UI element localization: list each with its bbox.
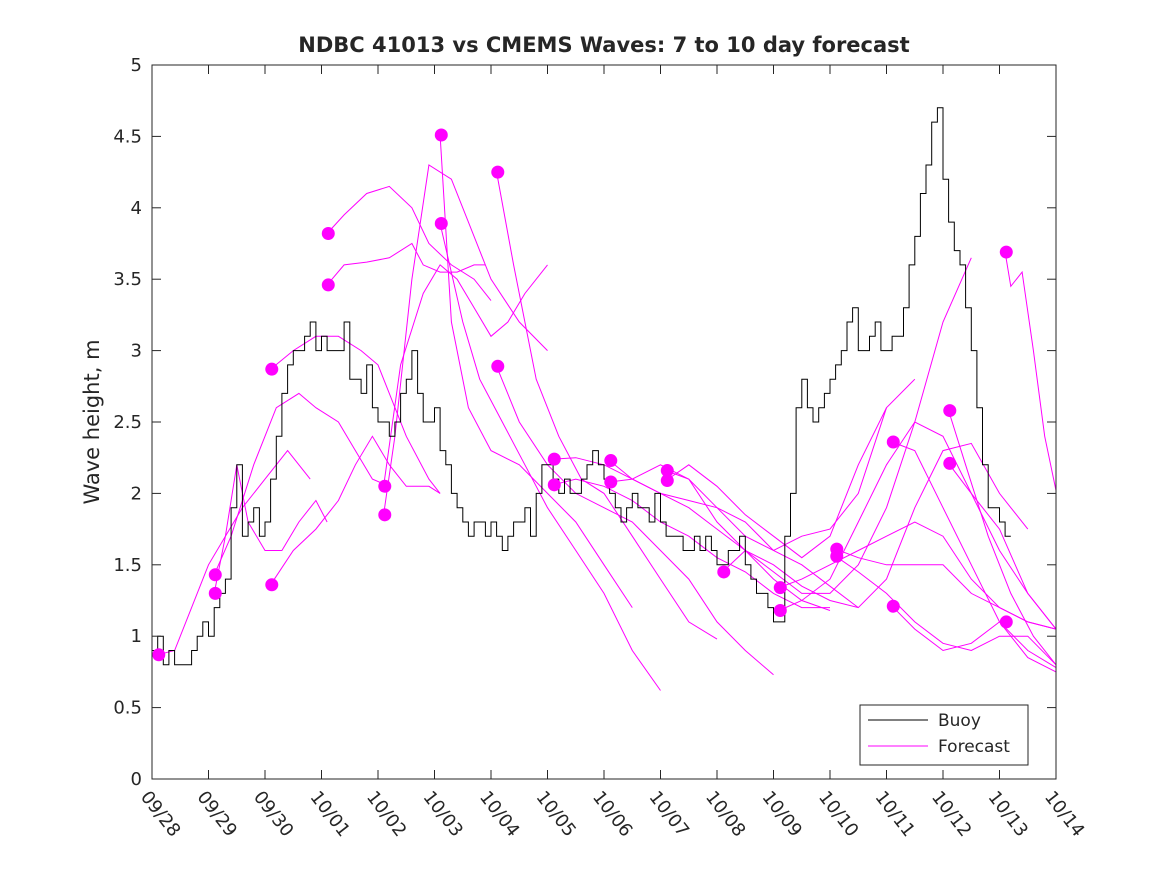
plot-area xyxy=(152,65,1056,779)
forecast-start-marker xyxy=(886,435,900,449)
y-tick-label: 1 xyxy=(131,626,142,647)
legend-forecast-label: Forecast xyxy=(938,737,1010,757)
forecast-start-marker xyxy=(943,404,957,418)
buoy-line xyxy=(152,107,1011,666)
forecast-line xyxy=(722,442,1029,609)
forecast-start-marker xyxy=(321,278,335,292)
forecast-start-marker xyxy=(265,578,279,592)
forecast-line xyxy=(213,464,328,594)
forecast-start-marker xyxy=(717,565,731,579)
forecast-start-marker xyxy=(999,245,1013,259)
series-layer xyxy=(152,107,1057,691)
y-tick-label: 3 xyxy=(131,341,142,362)
forecast-line xyxy=(835,548,1057,630)
forecast-line xyxy=(835,555,1057,666)
forecast-line xyxy=(270,335,441,494)
forecast-start-marker xyxy=(999,615,1013,629)
chart-title: NDBC 41013 vs CMEMS Waves: 7 to 10 day f… xyxy=(298,33,909,57)
forecast-start-marker xyxy=(773,603,787,617)
y-tick-label: 5 xyxy=(131,55,142,76)
forecast-line xyxy=(270,435,441,586)
forecast-start-marker xyxy=(491,165,505,179)
forecast-start-marker xyxy=(773,581,787,595)
forecast-start-marker xyxy=(321,227,335,241)
forecast-start-marker xyxy=(547,452,561,466)
forecast-line xyxy=(609,460,859,608)
marker-layer xyxy=(152,128,1013,662)
forecast-line xyxy=(439,223,661,691)
forecast-start-marker xyxy=(830,549,844,563)
y-tick-label: 0.5 xyxy=(113,698,142,719)
forecast-line xyxy=(496,172,718,640)
forecast-start-marker xyxy=(208,586,222,600)
forecast-start-marker xyxy=(378,479,392,493)
forecast-start-marker xyxy=(604,454,618,468)
forecast-line xyxy=(383,264,548,487)
forecast-start-marker xyxy=(547,478,561,492)
forecast-line xyxy=(778,421,1057,630)
y-axis-label: Wave height, m xyxy=(80,339,104,504)
y-tick-label: 2.5 xyxy=(113,412,142,433)
forecast-line xyxy=(1004,252,1057,491)
y-tick-label: 3.5 xyxy=(113,269,142,290)
forecast-start-marker xyxy=(660,474,674,488)
forecast-start-marker xyxy=(943,456,957,470)
forecast-line xyxy=(665,378,916,559)
forecast-line xyxy=(496,366,774,676)
forecast-start-marker xyxy=(265,362,279,376)
legend-box xyxy=(859,704,1029,766)
y-tick-label: 2 xyxy=(131,483,142,504)
forecast-line xyxy=(326,185,492,301)
forecast-start-marker xyxy=(434,217,448,231)
y-tick-label: 4 xyxy=(131,198,142,219)
forecast-line xyxy=(891,605,1057,669)
y-tick-label: 0 xyxy=(131,769,142,790)
y-tick-label: 4.5 xyxy=(113,126,142,147)
y-tick-label: 1.5 xyxy=(113,555,142,576)
forecast-start-marker xyxy=(660,464,674,478)
legend-buoy-label: Buoy xyxy=(938,711,981,731)
forecast-start-marker xyxy=(208,568,222,582)
forecast-start-marker xyxy=(434,128,448,142)
forecast-start-marker xyxy=(491,359,505,373)
forecast-line xyxy=(891,441,1057,673)
forecast-start-marker xyxy=(378,508,392,522)
forecast-start-marker xyxy=(886,599,900,613)
legend: Buoy Forecast xyxy=(859,704,1029,766)
forecast-line xyxy=(552,478,830,609)
forecast-line xyxy=(326,242,486,286)
forecast-line xyxy=(948,410,1057,666)
forecast-start-marker xyxy=(604,475,618,489)
forecast-line xyxy=(439,134,633,608)
forecast-line xyxy=(948,463,1057,630)
forecast-line xyxy=(383,164,548,515)
forecast-start-marker xyxy=(152,648,166,662)
